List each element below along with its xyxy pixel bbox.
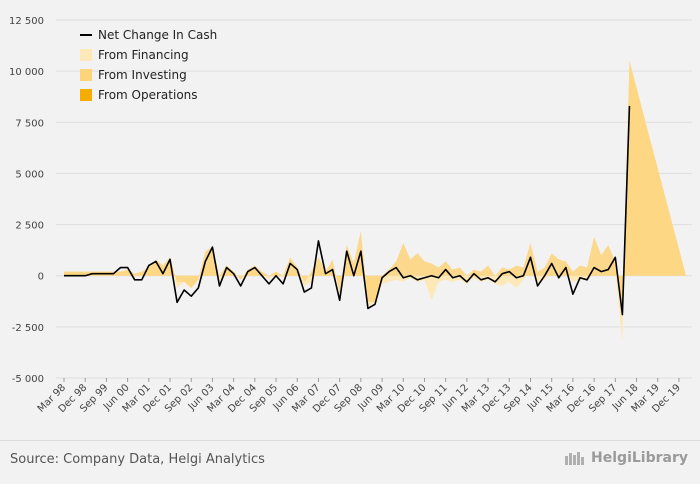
brand-name: HelgiLibrary [591,450,688,466]
brand-logo[interactable]: HelgiLibrary [564,450,688,466]
legend-swatch [80,69,92,81]
y-axis: -5 000 -2 500 0 2 500 5 000 7 500 10 000 12 500 [9,16,44,385]
legend-label: From Operations [98,88,198,102]
investing-area [64,60,686,317]
legend-swatch [80,49,92,61]
legend-swatch [80,89,92,101]
y-tick-label: 2 500 [15,221,44,232]
net-change-line [64,105,631,316]
library-icon [565,452,585,465]
legend-label: From Investing [98,68,187,82]
y-tick-label: 0 [38,272,44,283]
y-tick-label: -5 000 [12,374,44,385]
y-tick-label: 10 000 [9,67,44,78]
y-tick-label: 12 500 [9,16,44,27]
y-tick-label: 5 000 [15,169,44,180]
footer: Source: Company Data, Helgi Analytics He… [0,440,700,484]
area-series [64,60,686,344]
line-series [64,105,631,316]
y-tick-label: -2 500 [12,323,44,334]
y-tick-label: 7 500 [15,118,44,129]
source-note: Source: Company Data, Helgi Analytics [10,452,265,467]
legend-label: Net Change In Cash [98,28,217,42]
legend: Net Change In Cash From Financing From Inv… [80,28,217,102]
legend-label: From Financing [98,48,189,62]
chart: -5 000 -2 500 0 2 500 5 000 7 500 10 000 12 500… [9,16,692,415]
